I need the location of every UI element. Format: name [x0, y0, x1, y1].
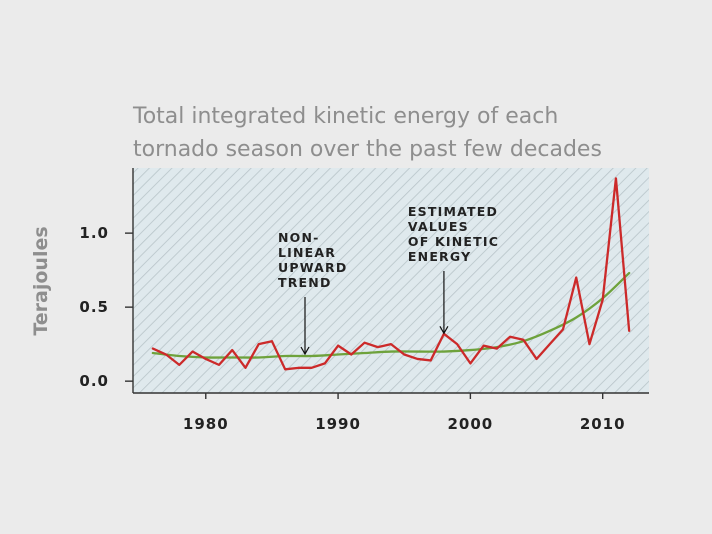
annotation-text-line: OF KINETIC [408, 234, 499, 249]
annotation-text-line: ENERGY [408, 249, 471, 264]
x-ticks: 1980 1990 2000 2010 [183, 393, 626, 433]
y-tick-label: 0.5 [79, 298, 109, 316]
y-axis-label: Terajoules [30, 226, 52, 335]
series-estimated-values-of-kinetic-energy [151, 177, 631, 371]
annotation-arrowhead [300, 346, 310, 356]
annotation-text-line: NON- [278, 230, 320, 245]
annotation-text-line: TREND [278, 275, 332, 290]
y-ticks: 0.0 0.5 1.0 [79, 224, 133, 390]
x-tick-label: 2010 [580, 415, 626, 433]
annotation-text-line: LINEAR [278, 245, 336, 260]
x-tick-label: 1980 [183, 415, 229, 433]
chart-title-line-2: tornado season over the past few decades [133, 137, 602, 162]
series-layer [151, 177, 631, 371]
y-tick-label: 0.0 [79, 372, 109, 390]
annotation-text-line: ESTIMATED [408, 204, 498, 219]
x-tick-label: 1990 [315, 415, 361, 433]
plot-area [133, 168, 649, 393]
chart-title-line-1: Total integrated kinetic energy of each [132, 104, 558, 129]
annotation-arrowhead [439, 325, 449, 335]
y-tick-label: 1.0 [79, 224, 109, 242]
annotation-text-line: VALUES [408, 219, 469, 234]
series-line [151, 271, 631, 359]
series-non-linear-upward-trend [151, 271, 631, 359]
annotation-text-line: UPWARD [278, 260, 347, 275]
series-line [151, 177, 631, 371]
x-tick-label: 2000 [448, 415, 494, 433]
